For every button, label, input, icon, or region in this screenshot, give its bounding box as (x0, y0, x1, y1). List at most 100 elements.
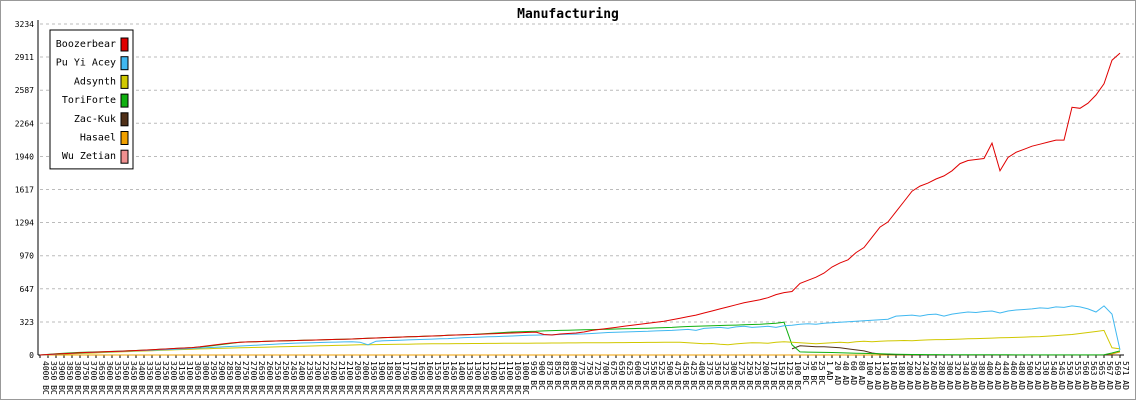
x-tick-label: 480 AD (1017, 361, 1026, 390)
x-tick-label: 3100 BC (185, 361, 194, 395)
x-tick-label: 550 BC (649, 361, 658, 390)
x-tick-label: 500 BC (665, 361, 674, 390)
x-tick-label: 2500 BC (281, 361, 290, 395)
x-tick-label: 2700 BC (249, 361, 258, 395)
x-tick-label: 1700 BC (409, 361, 418, 395)
x-tick-label: 1050 BC (513, 361, 522, 395)
x-tick-label: 475 BC (673, 361, 682, 390)
x-tick-label: 1900 BC (377, 361, 386, 395)
x-tick-label: 725 BC (593, 361, 602, 390)
x-tick-label: 2100 BC (345, 361, 354, 395)
y-tick-label: 0 (29, 351, 34, 360)
x-tick-label: 1 AD (825, 361, 834, 380)
legend-swatch (120, 112, 129, 127)
x-tick-label: 320 AD (953, 361, 962, 390)
x-tick-label: 2350 BC (305, 361, 314, 395)
x-tick-label: 3200 BC (169, 361, 178, 395)
x-tick-label: 3850 BC (65, 361, 74, 395)
legend-box (49, 29, 134, 170)
x-tick-label: 450 BC (681, 361, 690, 390)
x-tick-label: 340 AD (961, 361, 970, 390)
x-tick-label: 60 AD (849, 361, 858, 385)
x-tick-label: 100 AD (865, 361, 874, 390)
x-tick-label: 3400 BC (137, 361, 146, 395)
x-tick-label: 825 BC (561, 361, 570, 390)
chart-title: Manufacturing (517, 7, 619, 22)
x-tick-label: 1750 BC (401, 361, 410, 395)
x-tick-label: 80 AD (857, 361, 866, 385)
x-tick-label: 3500 BC (121, 361, 130, 395)
x-tick-label: 1000 BC (521, 361, 530, 395)
x-tick-label: 460 AD (1009, 361, 1018, 390)
x-tick-label: 40 AD (841, 361, 850, 385)
x-tick-label: 1600 BC (425, 361, 434, 395)
x-tick-label: 900 BC (537, 361, 546, 390)
x-tick-label: 360 AD (969, 361, 978, 390)
legend-label: ToriForte (62, 95, 116, 106)
y-tick-label: 323 (20, 318, 35, 327)
x-tick-label: 175 BC (769, 361, 778, 390)
series-line (39, 329, 1121, 356)
x-tick-label: 3550 BC (113, 361, 122, 395)
series-line (39, 305, 1121, 356)
legend-swatch (120, 93, 129, 108)
x-tick-label: 150 BC (777, 361, 786, 390)
x-tick-label: 2000 BC (361, 361, 370, 395)
x-tick-label: 300 BC (729, 361, 738, 390)
x-tick-label: 1450 BC (449, 361, 458, 395)
series-line (39, 52, 1121, 356)
x-tick-label: 2050 BC (353, 361, 362, 395)
x-tick-label: 625 BC (625, 361, 634, 390)
x-tick-label: 1500 BC (441, 361, 450, 395)
x-tick-label: 563 AD (1089, 361, 1098, 390)
legend-label: Adsynth (74, 76, 116, 87)
x-tick-label: 75 BC (801, 361, 810, 385)
x-tick-label: 1150 BC (497, 361, 506, 395)
x-tick-label: 3800 BC (73, 361, 82, 395)
x-tick-label: 275 BC (737, 361, 746, 390)
x-tick-label: 1800 BC (393, 361, 402, 395)
x-tick-label: 3000 BC (201, 361, 210, 395)
legend-swatch (120, 37, 129, 52)
x-tick-label: 540 AD (1049, 361, 1058, 390)
x-tick-label: 420 AD (993, 361, 1002, 390)
x-tick-label: 2600 BC (265, 361, 274, 395)
x-tick-label: 565 AD (1097, 361, 1106, 390)
x-tick-label: 3450 BC (129, 361, 138, 395)
y-tick-label: 2587 (15, 86, 34, 95)
x-tick-label: 555 AD (1073, 361, 1082, 390)
x-tick-label: 3650 BC (97, 361, 106, 395)
y-tick-label: 970 (20, 252, 35, 261)
x-tick-label: 2850 BC (225, 361, 234, 395)
x-tick-label: 300 AD (945, 361, 954, 390)
x-tick-label: 569 AD (1113, 361, 1122, 390)
x-tick-label: 2800 BC (233, 361, 242, 395)
y-tick-label: 1617 (15, 186, 34, 195)
x-tick-label: 875 BC (545, 361, 554, 390)
x-tick-label: 200 AD (905, 361, 914, 390)
x-tick-label: 4000 BC (41, 361, 50, 395)
x-tick-label: 2900 BC (217, 361, 226, 395)
x-tick-label: 2300 BC (313, 361, 322, 395)
x-tick-label: 2150 BC (337, 361, 346, 395)
x-tick-label: 567 AD (1105, 361, 1114, 390)
x-tick-label: 550 AD (1065, 361, 1074, 390)
x-tick-label: 3300 BC (153, 361, 162, 395)
x-tick-label: 500 AD (1025, 361, 1034, 390)
x-tick-label: 3050 BC (193, 361, 202, 395)
x-tick-label: 750 BC (585, 361, 594, 390)
x-tick-label: 571 AD (1121, 361, 1130, 390)
x-tick-label: 140 AD (881, 361, 890, 390)
x-tick-label: 425 BC (689, 361, 698, 390)
x-tick-label: 50 BC (809, 361, 818, 385)
x-tick-label: 3950 BC (49, 361, 58, 395)
y-tick-label: 2911 (15, 53, 34, 62)
y-tick-label: 1294 (15, 219, 34, 228)
x-tick-label: 1100 BC (505, 361, 514, 395)
x-tick-label: 3900 BC (57, 361, 66, 395)
legend-swatch (120, 74, 129, 89)
x-tick-label: 1550 BC (433, 361, 442, 395)
x-tick-label: 1950 BC (369, 361, 378, 395)
x-tick-label: 380 AD (977, 361, 986, 390)
